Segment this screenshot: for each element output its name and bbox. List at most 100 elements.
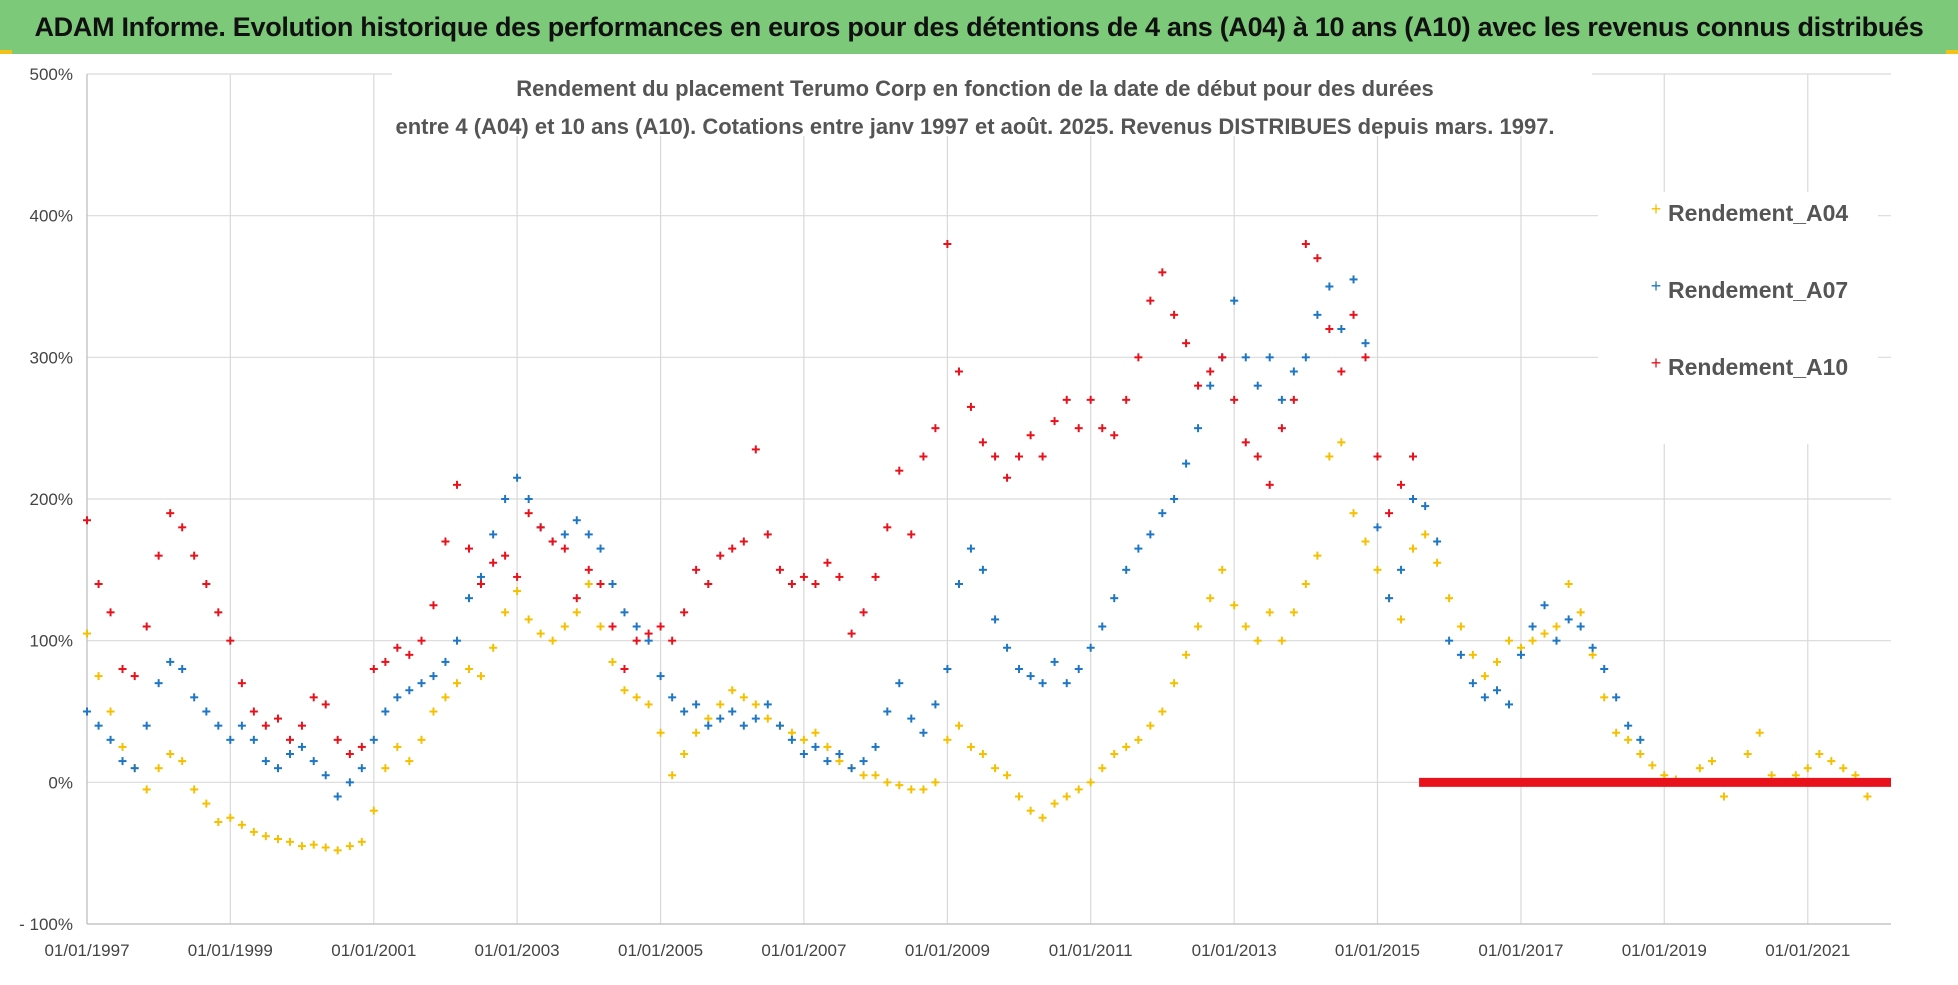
legend-marker-a07: +	[1651, 276, 1662, 296]
point-rendement-a04	[405, 757, 414, 766]
point-rendement-a07	[297, 742, 306, 751]
point-rendement-a04	[1552, 622, 1561, 631]
point-rendement-a10	[572, 594, 581, 603]
point-rendement-a04	[1194, 622, 1203, 631]
point-rendement-a07	[274, 764, 283, 773]
point-rendement-a04	[799, 735, 808, 744]
point-rendement-a10	[1086, 395, 1095, 404]
point-rendement-a10	[954, 367, 963, 376]
point-rendement-a10	[274, 714, 283, 723]
point-rendement-a04	[1015, 792, 1024, 801]
point-rendement-a07	[1385, 594, 1394, 603]
point-rendement-a07	[943, 665, 952, 673]
point-rendement-a07	[1337, 325, 1346, 333]
point-rendement-a10	[1003, 473, 1012, 482]
point-rendement-a10	[1373, 452, 1382, 461]
point-rendement-a04	[1134, 735, 1143, 744]
point-rendement-a04	[728, 686, 737, 695]
point-rendement-a10	[118, 665, 127, 673]
x-tick-label: 01/01/2013	[1192, 941, 1277, 960]
point-rendement-a10	[978, 438, 987, 447]
point-rendement-a04	[1253, 636, 1262, 645]
point-rendement-a07	[1122, 565, 1131, 574]
point-rendement-a07	[285, 750, 294, 758]
point-rendement-a07	[94, 721, 103, 730]
point-rendement-a04	[1624, 735, 1633, 744]
point-rendement-a04	[1361, 537, 1370, 546]
title-banner	[0, 0, 1958, 54]
legend-item-a07: + Rendement_A07	[1651, 276, 1848, 303]
point-rendement-a07	[1600, 665, 1609, 673]
point-rendement-a04	[1445, 594, 1454, 603]
point-rendement-a10	[1098, 424, 1107, 433]
chart-title-line-1: Rendement du placement Terumo Corp en fo…	[516, 76, 1434, 101]
point-rendement-a07	[1588, 643, 1597, 652]
point-rendement-a04	[1528, 636, 1537, 645]
chart-frame: - 100% 0% 100% 200% 300% 400% 500% 01/01/1997 01…	[0, 54, 1958, 985]
point-rendement-a07	[572, 516, 581, 525]
point-rendement-a10	[178, 523, 187, 532]
point-rendement-a07	[1110, 594, 1119, 603]
point-rendement-a04	[1719, 792, 1728, 801]
point-rendement-a07	[369, 735, 378, 744]
point-rendement-a10	[1074, 424, 1083, 433]
point-rendement-a10	[704, 580, 713, 588]
point-rendement-a10	[83, 516, 91, 525]
point-rendement-a10	[489, 558, 498, 567]
point-rendement-a04	[1576, 608, 1585, 617]
point-rendement-a04	[1110, 750, 1119, 758]
point-rendement-a07	[954, 580, 963, 588]
point-rendement-a04	[1839, 764, 1848, 773]
point-rendement-a04	[453, 679, 462, 688]
point-rendement-a04	[704, 714, 713, 723]
point-rendement-a07	[333, 792, 342, 801]
point-rendement-a07	[261, 757, 270, 766]
point-rendement-a07	[1003, 643, 1012, 652]
point-rendement-a04	[393, 742, 402, 751]
point-rendement-a04	[1074, 785, 1083, 794]
point-rendement-a10	[1062, 395, 1071, 404]
point-rendement-a04	[1480, 672, 1489, 681]
point-rendement-a07	[513, 473, 522, 482]
point-rendement-a10	[94, 580, 103, 588]
point-rendement-a07	[716, 714, 725, 723]
point-rendement-a07	[1468, 679, 1477, 688]
point-rendement-a04	[1755, 728, 1764, 737]
point-rendement-a10	[441, 537, 450, 546]
point-rendement-a07	[1349, 275, 1358, 284]
point-rendement-a04	[835, 757, 844, 766]
point-rendement-a07	[1445, 636, 1454, 645]
point-rendement-a07	[1456, 650, 1465, 659]
point-rendement-a07	[1552, 636, 1561, 645]
point-rendement-a04	[214, 818, 223, 826]
point-rendement-a10	[1050, 417, 1059, 426]
point-rendement-a07	[465, 594, 474, 603]
point-rendement-a10	[1241, 438, 1250, 447]
point-rendement-a04	[178, 757, 187, 766]
point-rendement-a07	[166, 657, 175, 666]
point-rendement-a04	[1230, 601, 1239, 610]
point-rendement-a07	[966, 544, 975, 553]
point-rendement-a10	[1194, 381, 1203, 390]
point-rendement-a07	[1086, 643, 1095, 652]
point-rendement-a10	[859, 608, 868, 617]
point-rendement-a04	[978, 750, 987, 758]
data-points	[83, 240, 1891, 855]
point-rendement-a07	[214, 721, 223, 730]
point-rendement-a04	[716, 700, 725, 709]
point-rendement-a04	[1146, 721, 1155, 730]
point-rendement-a07	[1170, 495, 1179, 503]
point-rendement-a07	[237, 721, 246, 730]
point-rendement-a07	[859, 757, 868, 766]
y-tick-label: 200%	[30, 490, 73, 509]
point-rendement-a04	[1098, 764, 1107, 773]
point-rendement-a04	[1325, 452, 1334, 461]
point-rendement-a10	[321, 700, 330, 709]
point-rendement-a07	[644, 636, 653, 645]
point-rendement-a10	[966, 402, 975, 411]
point-rendement-a10	[524, 509, 533, 518]
point-rendement-a07	[1325, 282, 1334, 291]
point-rendement-a07	[1015, 665, 1024, 673]
point-rendement-a04	[966, 742, 975, 751]
point-rendement-a10	[1158, 268, 1167, 277]
